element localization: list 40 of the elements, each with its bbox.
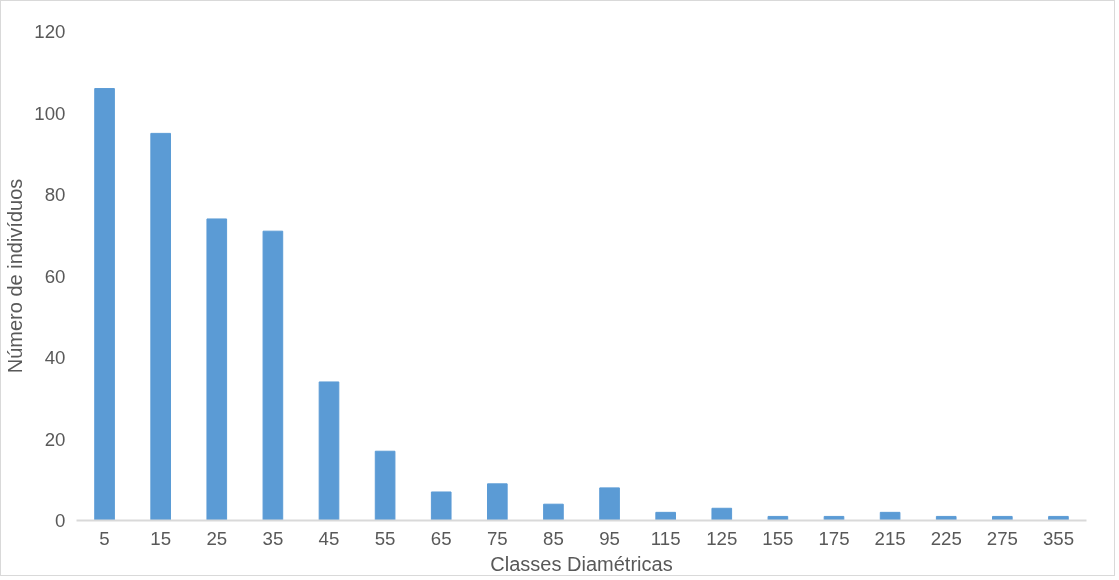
y-tick-label: 100 [34, 102, 66, 124]
x-tick-label: 125 [706, 527, 738, 549]
x-tick-label: 225 [930, 527, 962, 549]
bar [879, 511, 901, 521]
bar [543, 503, 564, 521]
x-tick-label: 45 [318, 527, 340, 549]
bar [374, 450, 396, 521]
x-tick-label: 55 [374, 527, 396, 549]
y-tick-label: 40 [44, 347, 66, 368]
bar [487, 483, 508, 521]
x-tick-label: 85 [543, 527, 564, 549]
bar [430, 491, 452, 521]
x-axis-title: Classes Diamétricas [490, 552, 673, 575]
bar [262, 230, 284, 521]
x-tick-label: 155 [762, 527, 794, 549]
y-tick-label: 20 [44, 428, 66, 450]
x-tick-label: 25 [206, 527, 228, 549]
x-tick-label: 275 [986, 527, 1018, 549]
y-tick-label: 120 [34, 21, 66, 42]
bar [711, 507, 733, 521]
bar [206, 218, 228, 521]
y-axis-title: Número de indivíduos [4, 178, 27, 374]
y-tick-label: 0 [55, 510, 66, 531]
x-tick-label: 355 [1042, 527, 1075, 549]
y-tick-label: 60 [44, 265, 66, 287]
x-tick-label: 5 [99, 527, 110, 549]
x-tick-label: 115 [650, 527, 681, 549]
bar [599, 487, 620, 521]
bar [655, 511, 676, 521]
x-tick-label: 75 [486, 527, 508, 549]
x-tick-label: 175 [818, 527, 850, 549]
x-tick-label: 95 [599, 527, 620, 549]
x-tick-label: 35 [262, 527, 284, 549]
x-tick-label: 65 [430, 527, 452, 549]
y-tick-label: 80 [44, 184, 66, 205]
x-tick-label: 215 [874, 527, 906, 549]
bar [94, 88, 115, 521]
bar [150, 132, 171, 521]
bar [318, 381, 340, 521]
x-tick-label: 15 [150, 527, 172, 549]
